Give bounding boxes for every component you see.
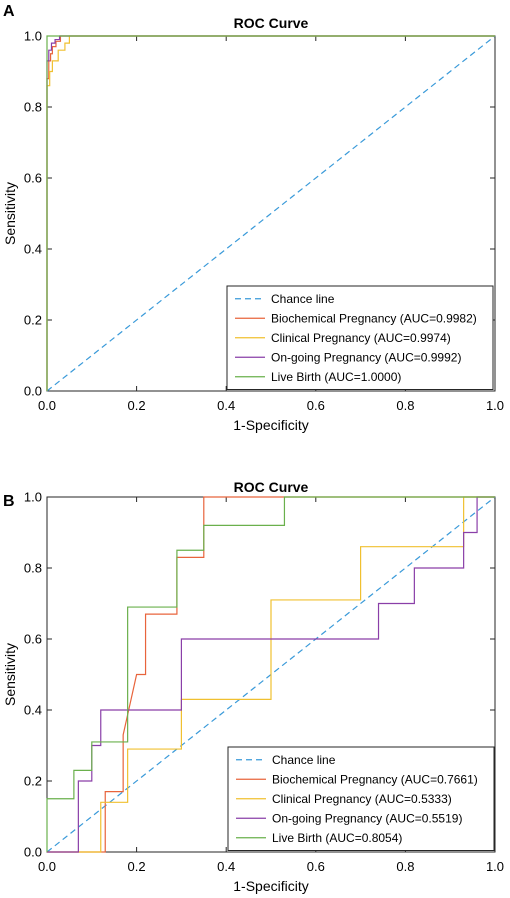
x-axis-label: 1-Specificity bbox=[233, 417, 308, 433]
legend-entry: Chance line bbox=[272, 753, 336, 767]
y-tick-label: 0.2 bbox=[24, 313, 42, 328]
y-tick-label: 0.6 bbox=[24, 171, 42, 186]
panel-letter: B bbox=[3, 493, 15, 510]
legend-entry: On-going Pregnancy (AUC=0.9992) bbox=[271, 350, 461, 364]
y-tick-label: 0.0 bbox=[24, 384, 42, 399]
x-tick-label: 0.4 bbox=[217, 398, 235, 413]
series-line-clinical bbox=[46, 35, 495, 391]
panel-a: A ROC Curve 0.00.0 0.2 0.2 0.4 0.4 0.6 0.6 0.8 0.8… bbox=[2, 3, 504, 433]
legend-entry: Live Birth (AUC=0.8054) bbox=[272, 831, 402, 845]
legend-box bbox=[226, 285, 494, 390]
x-tick-label: 0.8 bbox=[396, 859, 414, 874]
panel-b: B ROC Curve 0.00.0 0.2 0.2 0.4 0.4 0.6 0.6 0.8 0.8… bbox=[2, 479, 504, 894]
series-line-chance bbox=[46, 35, 496, 392]
y-tick-label: 0.0 bbox=[24, 845, 42, 860]
x-tick-label: 0.6 bbox=[307, 859, 325, 874]
legend-entry: Biochemical Pregnancy (AUC=0.7661) bbox=[272, 772, 478, 786]
series-line-biochemical bbox=[46, 35, 495, 391]
x-tick-label: 0.2 bbox=[128, 398, 146, 413]
x-tick-label: 0.8 bbox=[396, 398, 414, 413]
series-line-biochemical bbox=[47, 496, 495, 853]
series-line-on-going bbox=[46, 35, 495, 391]
y-tick-label: 0.2 bbox=[24, 774, 42, 789]
x-tick-label: 0.6 bbox=[307, 398, 325, 413]
y-tick-label: 0.8 bbox=[24, 561, 42, 576]
x-tick-label: 1.0 bbox=[486, 398, 504, 413]
legend: Chance line Biochemical Pregnancy (AUC=0.… bbox=[227, 746, 495, 851]
legend-entry: Clinical Pregnancy (AUC=0.5333) bbox=[272, 792, 452, 806]
series-line-on-going bbox=[47, 496, 495, 853]
series-line-clinical bbox=[47, 496, 495, 853]
panel-letter: A bbox=[3, 3, 15, 20]
x-tick-label: 0.4 bbox=[217, 859, 235, 874]
x-axis-label: 1-Specificity bbox=[233, 878, 308, 894]
x-tick-label: 0.0 bbox=[38, 859, 56, 874]
x-tick-label: 0.0 bbox=[38, 398, 56, 413]
y-axis-label: Sensitivity bbox=[2, 182, 18, 245]
y-tick-label: 1.0 bbox=[24, 490, 42, 505]
x-tick-label: 1.0 bbox=[486, 859, 504, 874]
chart-title: ROC Curve bbox=[234, 479, 309, 495]
y-tick-label: 0.4 bbox=[24, 703, 42, 718]
y-tick-label: 1.0 bbox=[24, 29, 42, 44]
legend-entry: Chance line bbox=[271, 292, 335, 306]
x-tick-label: 0.2 bbox=[128, 859, 146, 874]
legend-entry: Live Birth (AUC=1.0000) bbox=[271, 370, 401, 384]
y-tick-label: 0.6 bbox=[24, 632, 42, 647]
y-tick-label: 0.4 bbox=[24, 242, 42, 257]
y-tick-label: 0.8 bbox=[24, 100, 42, 115]
series-line-live bbox=[46, 35, 495, 391]
y-axis-label: Sensitivity bbox=[2, 643, 18, 706]
legend-entry: On-going Pregnancy (AUC=0.5519) bbox=[272, 811, 462, 825]
series-line-live bbox=[46, 496, 495, 852]
chart-title: ROC Curve bbox=[234, 15, 309, 31]
legend-box bbox=[227, 746, 495, 851]
legend: Chance line Biochemical Pregnancy (AUC=0.… bbox=[226, 285, 494, 390]
legend-entry: Clinical Pregnancy (AUC=0.9974) bbox=[271, 331, 451, 345]
legend-entry: Biochemical Pregnancy (AUC=0.9982) bbox=[271, 311, 477, 325]
